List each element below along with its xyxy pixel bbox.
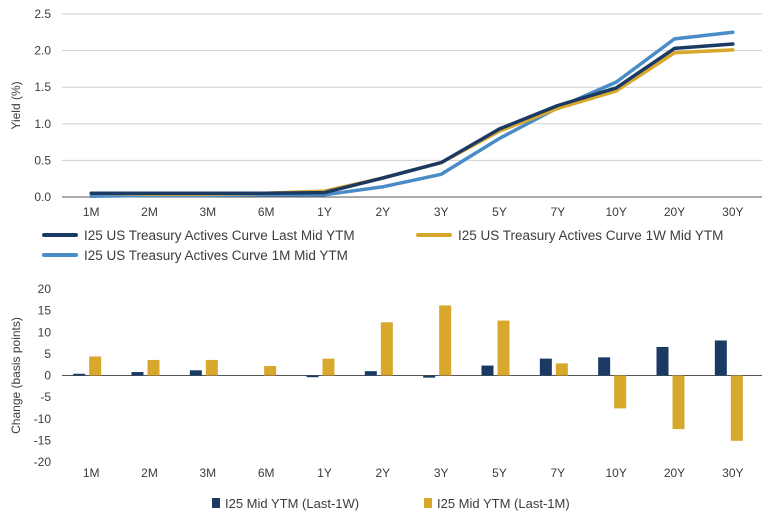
x-tick-label: 3M <box>199 466 216 480</box>
legend-swatch <box>424 498 432 508</box>
x-tick-label: 10Y <box>605 466 626 480</box>
x-tick-label: 5Y <box>492 466 507 480</box>
bar <box>264 365 277 376</box>
x-tick-label: 2Y <box>375 466 390 480</box>
x-tick-label: 3Y <box>434 205 449 219</box>
bar <box>364 371 377 376</box>
y-tick-label: 1.5 <box>34 80 51 94</box>
x-tick-label: 2Y <box>375 205 390 219</box>
x-tick-label: 6M <box>258 466 275 480</box>
y-axis-label: Yield (%) <box>9 81 23 129</box>
bar <box>89 356 102 376</box>
y-tick-label: 5 <box>44 347 51 361</box>
bar <box>672 375 685 430</box>
y-tick-label: 0.0 <box>34 190 51 204</box>
y-tick-label: 20 <box>38 282 52 296</box>
bar <box>423 375 436 378</box>
legend-label: I25 US Treasury Actives Curve 1M Mid YTM <box>84 248 348 263</box>
y-tick-label: -15 <box>34 433 52 447</box>
x-tick-label: 30Y <box>722 205 743 219</box>
bar <box>614 375 627 409</box>
y-tick-label: 1.0 <box>34 117 51 131</box>
y-tick-label: 0 <box>44 369 51 383</box>
y-tick-label: 2.0 <box>34 44 51 58</box>
bar <box>131 372 144 376</box>
legend-label: I25 Mid YTM (Last-1M) <box>437 496 570 511</box>
bar <box>73 373 86 376</box>
x-tick-label: 5Y <box>492 205 507 219</box>
y-tick-label: 15 <box>38 304 52 318</box>
y-tick-label: -10 <box>34 412 52 426</box>
y-tick-label: -20 <box>34 455 52 469</box>
x-tick-label: 10Y <box>605 205 626 219</box>
x-tick-label: 7Y <box>550 466 565 480</box>
x-tick-label: 3M <box>199 205 216 219</box>
x-tick-label: 1M <box>83 466 100 480</box>
legend-label: I25 Mid YTM (Last-1W) <box>225 496 359 511</box>
y-tick-label: 2.5 <box>34 7 51 21</box>
x-tick-label: 30Y <box>722 466 743 480</box>
bar <box>481 365 494 376</box>
y-tick-label: -5 <box>40 390 51 404</box>
x-tick-label: 1Y <box>317 205 332 219</box>
x-tick-label: 7Y <box>550 205 565 219</box>
bar <box>539 358 552 376</box>
legend-label: I25 US Treasury Actives Curve 1W Mid YTM <box>458 228 723 243</box>
bar <box>439 305 452 376</box>
x-tick-label: 1Y <box>317 466 332 480</box>
y-axis-label: Change (basis points) <box>9 317 23 434</box>
bar <box>730 375 743 441</box>
bar <box>497 320 510 376</box>
series-line <box>89 42 735 196</box>
bar <box>306 375 319 378</box>
x-tick-label: 20Y <box>664 466 685 480</box>
x-tick-label: 1M <box>83 205 100 219</box>
x-tick-label: 20Y <box>664 205 685 219</box>
bar <box>714 340 727 376</box>
x-tick-label: 3Y <box>434 466 449 480</box>
bar <box>322 358 335 376</box>
legend-swatch <box>212 498 220 508</box>
bar <box>189 370 202 376</box>
x-tick-label: 2M <box>141 205 158 219</box>
bar <box>656 346 669 376</box>
y-tick-label: 10 <box>38 325 52 339</box>
x-tick-label: 6M <box>258 205 275 219</box>
bar <box>380 322 393 376</box>
bar <box>598 357 611 376</box>
bar <box>147 359 160 376</box>
x-tick-label: 2M <box>141 466 158 480</box>
series-line <box>89 48 735 196</box>
y-tick-label: 0.5 <box>34 153 51 167</box>
bar <box>555 363 568 376</box>
bar <box>205 359 218 376</box>
legend-label: I25 US Treasury Actives Curve Last Mid Y… <box>84 228 355 243</box>
